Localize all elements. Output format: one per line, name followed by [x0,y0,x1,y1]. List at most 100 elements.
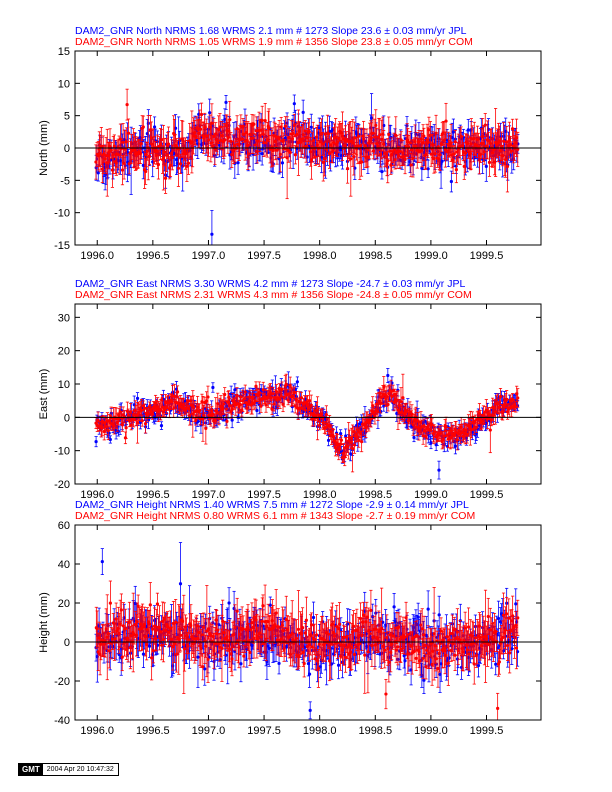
data-point [487,160,492,164]
data-point [362,137,366,141]
data-point [224,100,228,104]
data-point [292,123,296,128]
data-point [516,147,520,151]
data-point [323,156,327,161]
data-point [217,128,221,132]
data-point [267,126,271,130]
x-tick-label: 1997.0 [192,250,226,262]
y-axis-label: North (mm) [38,120,50,176]
panel-1: DAM2_GNR North NRMS 1.68 WRMS 2.1 mm # 1… [38,25,542,262]
data-point [383,151,387,155]
data-point [443,147,447,152]
data-point [230,153,234,157]
data-point [160,138,164,142]
data-point [170,155,175,160]
data-point [399,138,403,142]
data-point [271,148,275,153]
data-point [422,134,426,138]
data-point [369,116,374,120]
data-point [426,167,430,171]
data-point [437,468,441,472]
data-point [301,133,306,137]
data-point [388,149,392,153]
data-point [170,151,174,155]
data-point [484,144,488,148]
data-point [412,435,416,440]
data-point [242,132,246,136]
data-point [486,139,491,143]
data-point [502,139,506,143]
data-point [434,131,438,135]
legend-entry: DAM2_GNR East NRMS 3.30 WRMS 4.2 mm # 12… [75,278,465,290]
data-point [301,110,305,114]
data-point [102,152,106,156]
data-point [382,142,386,146]
data-point [296,141,301,145]
data-point [255,149,259,154]
data-point [393,158,397,162]
data-point [139,141,143,146]
data-point [451,130,456,134]
data-point [445,138,449,142]
data-point [240,137,244,141]
data-point [218,125,222,129]
y-tick-label: 0 [64,143,70,155]
data-point [433,151,437,156]
data-point [161,156,166,160]
data-point [427,128,431,132]
data-point [150,142,154,146]
legend-entry: DAM2_GNR North NRMS 1.05 WRMS 1.9 mm # 1… [75,36,473,48]
data-point [260,118,264,122]
data-point [125,102,129,107]
legend-entry: DAM2_GNR East NRMS 2.31 WRMS 4.3 mm # 13… [75,289,472,301]
data-point [349,452,353,456]
data-point [208,111,212,115]
series-com [94,88,520,200]
data-point [454,168,459,172]
data-point [109,148,113,152]
data-point [247,152,251,156]
data-point [327,132,331,136]
data-point [482,150,486,154]
data-point [251,136,255,140]
data-point [228,118,232,122]
data-point [166,142,171,146]
data-point [356,134,361,138]
data-point [163,150,167,154]
y-tick-label: -10 [54,208,70,220]
data-point [307,130,311,134]
data-point [186,161,191,165]
data-point [484,164,488,168]
data-point [278,152,282,156]
data-point [261,132,265,136]
data-point [230,418,234,422]
data-point [483,123,487,127]
data-point [141,125,145,129]
x-tick-label: 1997.5 [247,250,281,262]
data-point [176,166,181,170]
data-point [124,140,128,144]
data-point [147,154,152,159]
data-point [408,141,412,145]
data-point [126,131,131,135]
data-point [338,147,343,152]
data-point [382,404,386,408]
data-point [420,166,424,170]
data-point [345,166,350,171]
data-point [378,132,382,137]
data-point [321,160,325,165]
data-point [297,129,302,133]
data-point [380,169,384,174]
panel-2: DAM2_GNR East NRMS 3.30 WRMS 4.2 mm # 12… [38,278,542,501]
data-point [163,176,168,180]
data-point [339,431,343,436]
x-tick-label: 1999.5 [470,250,504,262]
data-point [352,155,356,159]
y-tick-label: -15 [54,240,70,252]
data-point [159,424,164,428]
data-point [108,437,112,442]
data-point [286,148,290,152]
y-tick-label: -5 [60,175,70,187]
data-point [178,162,183,166]
data-point [449,179,453,184]
